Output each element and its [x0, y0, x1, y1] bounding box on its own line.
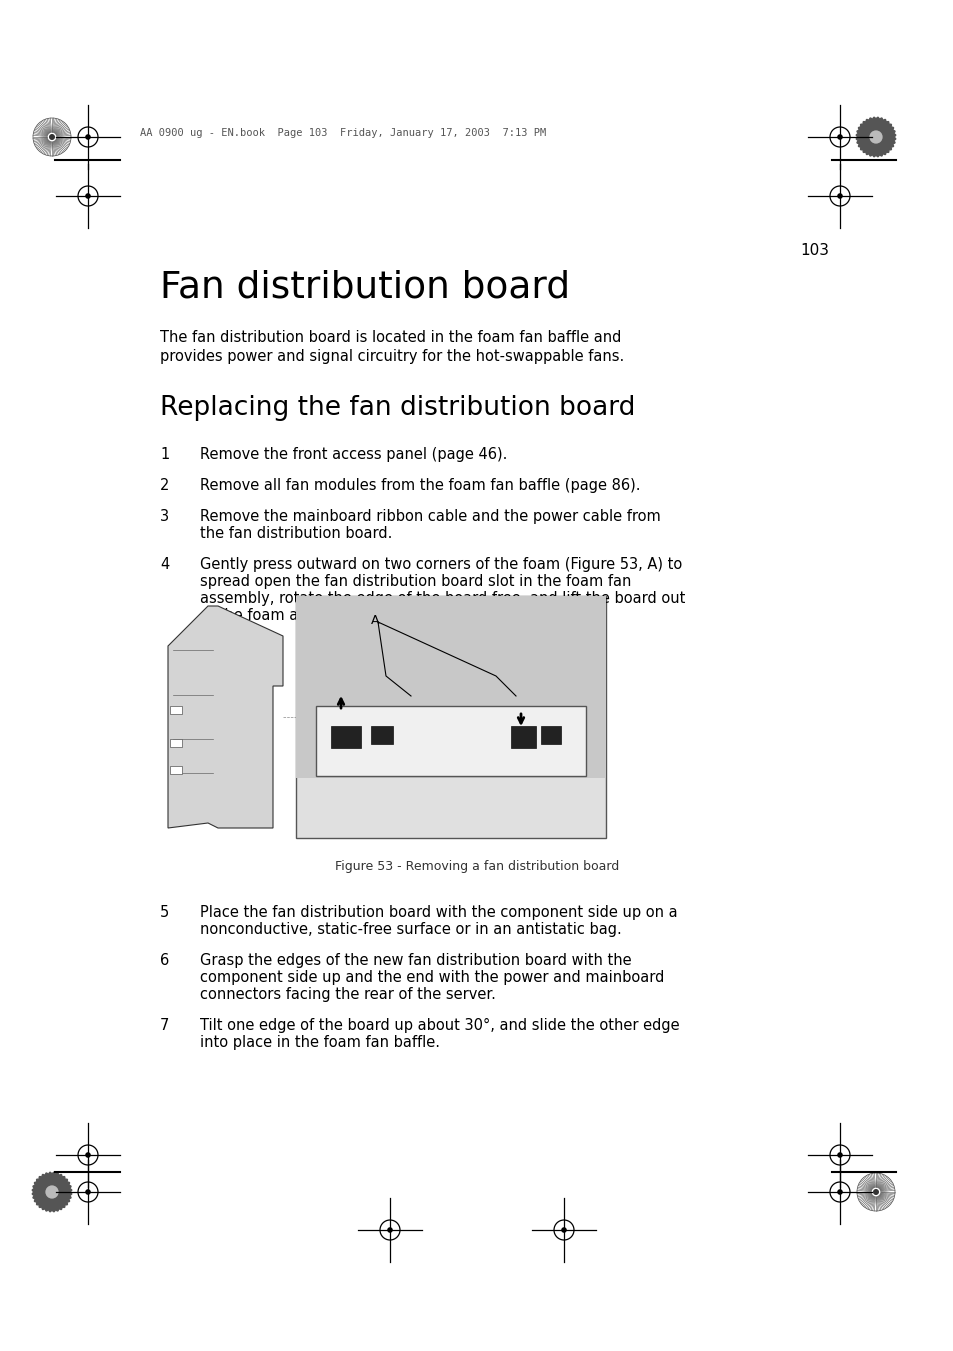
Bar [170, 739, 182, 747]
Circle shape [837, 1152, 841, 1158]
Bar [511, 725, 536, 748]
Circle shape [85, 193, 91, 199]
Text: spread open the fan distribution board slot in the foam fan: spread open the fan distribution board s… [200, 574, 631, 589]
Text: into place in the foam fan baffle.: into place in the foam fan baffle. [200, 1035, 439, 1050]
Circle shape [49, 134, 55, 141]
Circle shape [837, 134, 841, 139]
Polygon shape [31, 1171, 72, 1212]
Text: Remove the front access panel (page 46).: Remove the front access panel (page 46). [200, 447, 507, 462]
Circle shape [868, 130, 882, 143]
Text: Remove all fan modules from the foam fan baffle (page 86).: Remove all fan modules from the foam fan… [200, 478, 639, 493]
Text: Fan distribution board: Fan distribution board [160, 270, 570, 305]
Text: Grasp the edges of the new fan distribution board with the: Grasp the edges of the new fan distribut… [200, 952, 631, 969]
Text: 5: 5 [160, 905, 169, 920]
Text: component side up and the end with the power and mainboard: component side up and the end with the p… [200, 970, 663, 985]
Bar [170, 766, 182, 774]
Text: Remove the mainboard ribbon cable and the power cable from: Remove the mainboard ribbon cable and th… [200, 509, 660, 524]
Circle shape [837, 193, 841, 199]
Circle shape [837, 1189, 841, 1194]
Polygon shape [168, 607, 283, 828]
Text: Tilt one edge of the board up about 30°, and slide the other edge: Tilt one edge of the board up about 30°,… [200, 1019, 679, 1034]
Text: nonconductive, static-free surface or in an antistatic bag.: nonconductive, static-free surface or in… [200, 921, 621, 938]
Bar [331, 725, 360, 748]
Circle shape [560, 1227, 566, 1233]
Text: Place the fan distribution board with the component side up on a: Place the fan distribution board with th… [200, 905, 677, 920]
Text: assembly, rotate the edge of the board free, and lift the board out: assembly, rotate the edge of the board f… [200, 590, 684, 607]
Text: 103: 103 [800, 243, 828, 258]
Text: the fan distribution board.: the fan distribution board. [200, 526, 392, 540]
Circle shape [85, 134, 91, 139]
Text: The fan distribution board is located in the foam fan baffle and: The fan distribution board is located in… [160, 330, 620, 345]
Text: 3: 3 [160, 509, 169, 524]
Circle shape [85, 1189, 91, 1194]
Bar [170, 707, 182, 713]
Bar [371, 725, 393, 744]
Text: Replacing the fan distribution board: Replacing the fan distribution board [160, 394, 635, 422]
Text: 6: 6 [160, 952, 169, 969]
Text: A: A [371, 613, 379, 627]
Text: provides power and signal circuitry for the hot-swappable fans.: provides power and signal circuitry for … [160, 349, 623, 363]
Text: 1: 1 [160, 447, 169, 462]
Text: of the foam air baffle.: of the foam air baffle. [200, 608, 359, 623]
Bar [295, 596, 605, 838]
Bar [540, 725, 560, 744]
Text: connectors facing the rear of the server.: connectors facing the rear of the server… [200, 988, 496, 1002]
Circle shape [387, 1227, 393, 1233]
Circle shape [85, 1152, 91, 1158]
Text: AA 0900 ug - EN.book  Page 103  Friday, January 17, 2003  7:13 PM: AA 0900 ug - EN.book Page 103 Friday, Ja… [140, 128, 546, 138]
Text: 2: 2 [160, 478, 170, 493]
Text: Gently press outward on two corners of the foam (Figure 53, A) to: Gently press outward on two corners of t… [200, 557, 681, 571]
Polygon shape [855, 116, 896, 158]
Text: 7: 7 [160, 1019, 170, 1034]
Circle shape [46, 1185, 58, 1198]
Bar [295, 596, 605, 777]
Bar [315, 707, 585, 775]
Circle shape [872, 1189, 878, 1196]
Text: Figure 53 - Removing a fan distribution board: Figure 53 - Removing a fan distribution … [335, 861, 618, 873]
Text: 4: 4 [160, 557, 169, 571]
